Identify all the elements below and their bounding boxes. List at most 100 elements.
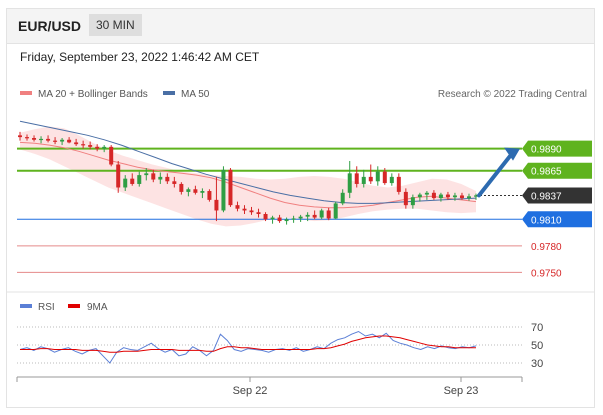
candle-body-39 (291, 218, 296, 220)
candle-body-46 (340, 192, 345, 204)
level-tag-0.9810 (522, 211, 592, 228)
candle-body-25 (193, 189, 198, 193)
ma20-legend-label: MA 20 + Bollinger Bands (38, 89, 148, 100)
candle-body-65 (474, 195, 478, 197)
symbol-title: EUR/USD (18, 18, 82, 34)
candle-body-8 (74, 142, 79, 145)
ma9-legend-label: 9MA (87, 302, 108, 313)
candle-body-59 (431, 192, 436, 199)
rsi-line (19, 330, 477, 364)
candle-body-28 (214, 199, 219, 211)
candle-body-3 (39, 138, 44, 141)
candle-body-24 (186, 189, 191, 192)
candle-body-34 (256, 212, 261, 214)
candle-body-30 (228, 169, 233, 206)
candle-body-33 (249, 210, 254, 213)
candle-body-10 (88, 145, 93, 147)
target-arrow-head (504, 147, 520, 161)
level-tag-0.9890 (522, 140, 592, 157)
ma50-legend-swatch (163, 91, 175, 95)
ma20-legend-swatch (20, 91, 32, 95)
candle-body-29 (221, 169, 226, 211)
candle-body-36 (270, 217, 275, 220)
candle-body-52 (382, 171, 387, 184)
rsi-tick-70: 70 (531, 322, 543, 334)
candle-body-64 (466, 196, 471, 199)
candle-body-15 (123, 178, 128, 188)
ma50-line (19, 120, 477, 204)
candle-body-40 (298, 216, 303, 219)
candle-body-55 (403, 191, 408, 206)
candle-body-16 (130, 178, 135, 184)
rsi-tick-50: 50 (531, 340, 543, 352)
target-arrow-shaft (477, 151, 514, 198)
candle-body-60 (438, 194, 443, 199)
candle-body-31 (235, 205, 240, 209)
candle-body-44 (326, 210, 331, 219)
level-tag-0.9837 (522, 187, 592, 204)
candle-body-0 (18, 135, 22, 138)
candle-body-17 (137, 175, 142, 184)
candle-body-56 (410, 197, 415, 206)
candle-body-35 (263, 214, 268, 220)
candle-body-57 (417, 194, 422, 198)
level-label-0.9837: 0.9837 (531, 191, 562, 202)
timeframe-badge[interactable]: 30 MIN (89, 14, 142, 36)
ma50-legend-label: MA 50 (181, 89, 210, 100)
ma9-legend-swatch (68, 304, 80, 308)
candle-body-42 (312, 214, 317, 218)
candle-body-61 (445, 194, 450, 198)
candle-body-21 (165, 176, 170, 182)
rsi-tick-30: 30 (531, 358, 543, 370)
level-label-0.9865: 0.9865 (531, 167, 562, 178)
timestamp: Friday, September 23, 2022 1:46:42 AM CE… (20, 50, 260, 64)
ma20-line (19, 141, 477, 209)
rsi-legend-label: RSI (38, 302, 55, 313)
candle-body-27 (207, 191, 212, 200)
candle-body-41 (305, 214, 310, 217)
candle-body-19 (151, 173, 156, 180)
chart-card: EUR/USD 30 MIN Friday, September 23, 202… (6, 8, 595, 408)
level-tag-0.9865 (522, 162, 592, 179)
candle-body-4 (46, 138, 51, 141)
candle-body-62 (452, 195, 457, 198)
candle-body-47 (347, 173, 352, 193)
candle-body-63 (459, 195, 464, 199)
candle-body-6 (60, 139, 65, 142)
candle-body-43 (319, 210, 324, 218)
level-label-0.9890: 0.9890 (531, 145, 562, 156)
x-tick-label-0: Sep 22 (233, 385, 268, 397)
candle-body-49 (361, 176, 366, 184)
candle-body-51 (375, 171, 380, 182)
candle-body-12 (102, 146, 107, 149)
candle-body-22 (172, 181, 177, 184)
candle-body-37 (277, 217, 282, 222)
candle-body-1 (25, 137, 30, 139)
x-tick-label-1: Sep 23 (444, 385, 479, 397)
candle-body-11 (95, 146, 100, 149)
candle-body-54 (396, 176, 401, 192)
level-label-0.9750: 0.9750 (531, 268, 562, 279)
candle-body-5 (53, 140, 58, 142)
level-label-0.9780: 0.9780 (531, 242, 562, 253)
candle-body-2 (32, 138, 37, 140)
candle-body-48 (354, 173, 359, 184)
candle-body-7 (67, 139, 72, 143)
candle-body-20 (158, 176, 163, 180)
candle-body-13 (109, 146, 114, 165)
research-credit: Research © 2022 Trading Central (438, 89, 587, 100)
rsi-legend-swatch (20, 304, 32, 308)
level-label-0.9810: 0.9810 (531, 215, 562, 226)
chart-header: EUR/USD 30 MIN (7, 9, 594, 44)
candle-body-18 (144, 173, 149, 176)
candle-body-45 (333, 203, 338, 219)
candle-body-23 (179, 183, 184, 192)
candle-body-14 (116, 164, 121, 188)
candle-body-26 (200, 191, 205, 193)
candle-body-32 (242, 208, 247, 211)
candle-body-38 (284, 219, 289, 222)
candle-body-9 (81, 144, 86, 146)
candle-body-50 (368, 176, 373, 182)
bollinger-band (20, 126, 476, 227)
